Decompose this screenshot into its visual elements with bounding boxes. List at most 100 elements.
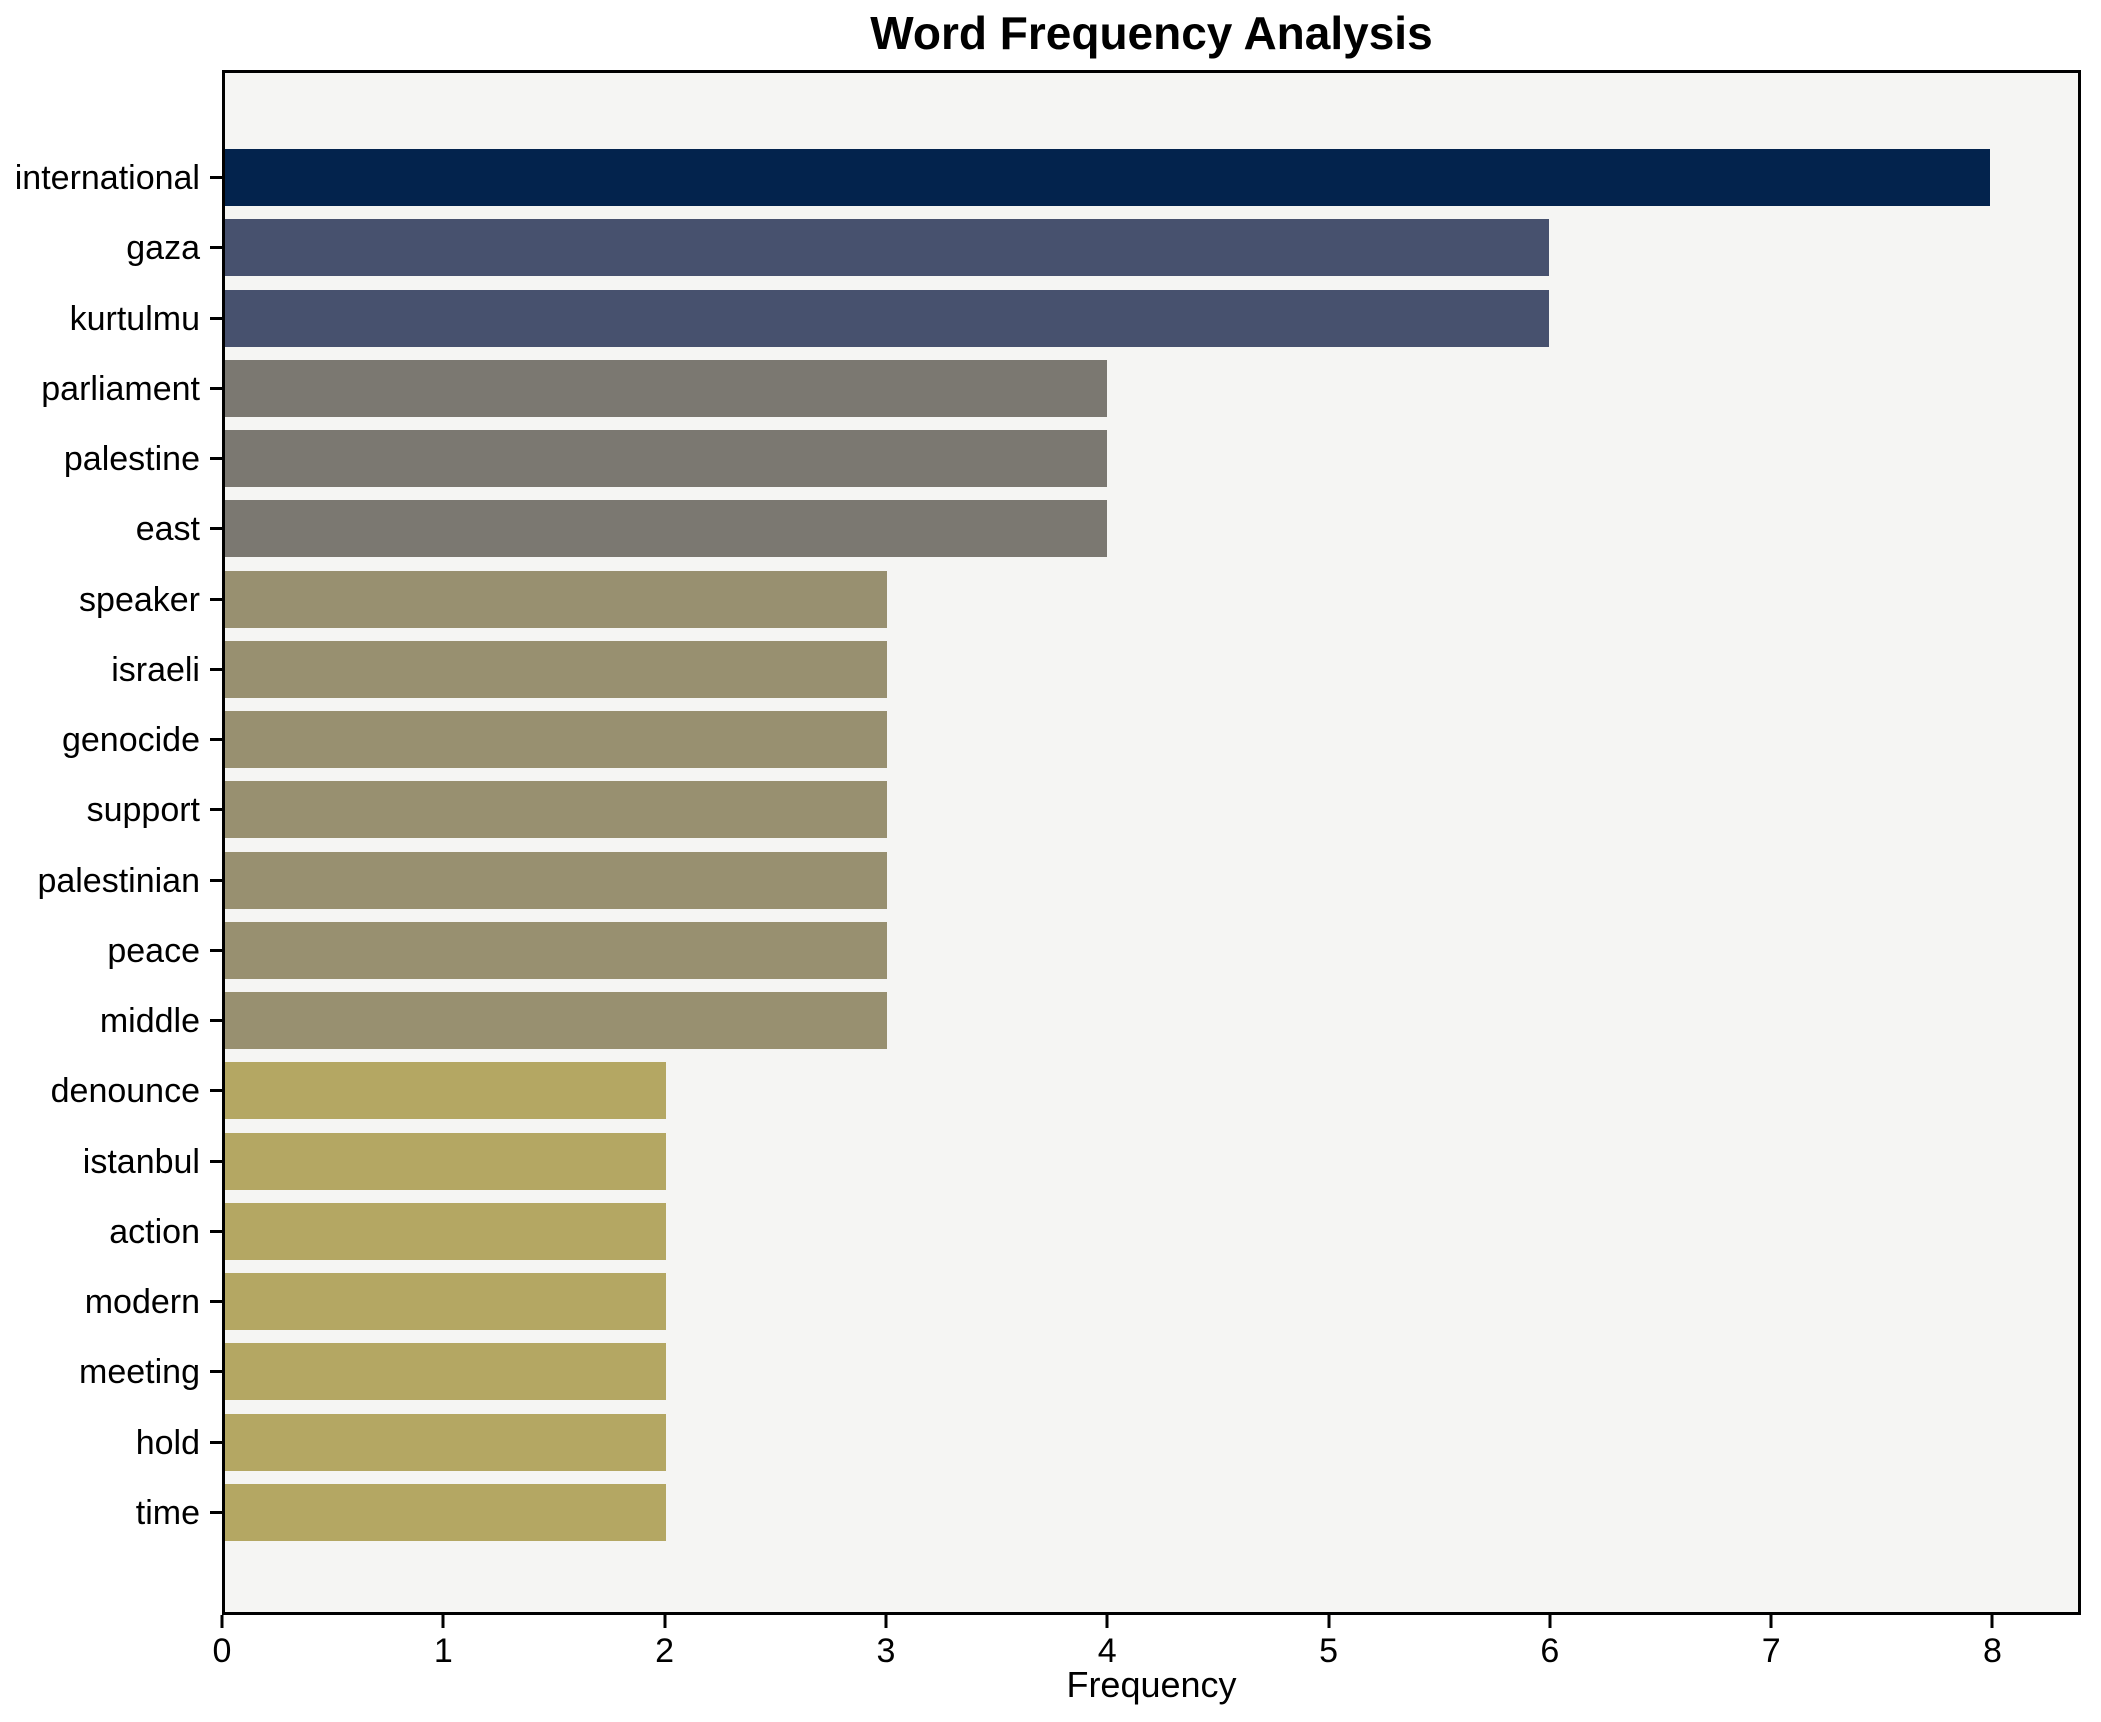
- bar: [225, 1483, 667, 1541]
- y-tick-mark: [210, 1089, 222, 1093]
- y-category-label: palestinian: [37, 861, 200, 900]
- x-tick-label: 2: [655, 1632, 675, 1670]
- y-tick-mark: [210, 948, 222, 952]
- y-category-label: meeting: [79, 1353, 200, 1392]
- y-category-label: denounce: [50, 1072, 200, 1111]
- bars-region: international gaza kurtulmu parliament pales…: [15, 143, 2078, 1548]
- bar: [225, 1413, 667, 1471]
- x-axis-label: Frequency: [1066, 1664, 1237, 1705]
- y-tick-mark: [210, 1019, 222, 1022]
- x-tick-mark: [220, 1615, 224, 1628]
- y-category-label: east: [135, 510, 200, 549]
- y-category-label: middle: [99, 1002, 200, 1040]
- x-tick-label: 7: [1761, 1632, 1781, 1670]
- y-category-label: hold: [135, 1423, 200, 1462]
- bar: [225, 1132, 667, 1190]
- y-category-label: israeli: [111, 650, 200, 689]
- bar: [225, 781, 887, 839]
- y-tick-mark: [210, 386, 222, 390]
- y-tick-mark: [210, 527, 222, 531]
- bar: [225, 1343, 667, 1401]
- x-tick-label: 0: [212, 1632, 232, 1670]
- y-category-label: parliament: [41, 369, 200, 408]
- bar: [225, 289, 1549, 347]
- y-tick-mark: [210, 1370, 222, 1374]
- bar-row: modern: [85, 1267, 2078, 1337]
- chart-title: Word Frequency Analysis: [870, 7, 1433, 59]
- y-category-label: time: [135, 1493, 200, 1532]
- x-tick-label: 1: [433, 1632, 453, 1670]
- x-tick-mark: [884, 1615, 888, 1628]
- bar-row: israeli: [111, 635, 2078, 705]
- plot-area: international gaza kurtulmu parliament pales…: [15, 70, 2081, 1615]
- bar: [225, 1273, 667, 1330]
- y-category-label: support: [86, 791, 200, 830]
- x-tick-label: 5: [1319, 1632, 1339, 1670]
- bar-row: parliament: [41, 354, 2078, 424]
- bar-row: kurtulmu: [70, 284, 2078, 354]
- y-tick-mark: [210, 1229, 222, 1233]
- y-category-label: gaza: [126, 229, 200, 268]
- bar-row: east: [136, 494, 2078, 564]
- bar-row: international: [15, 143, 2078, 213]
- x-tick-mark: [1548, 1615, 1552, 1628]
- y-tick-mark: [210, 597, 222, 601]
- x-tick-mark: [663, 1615, 667, 1628]
- bar-row: peace: [107, 916, 2078, 986]
- x-tick-mark: [441, 1615, 445, 1628]
- bar-row: support: [87, 775, 2078, 845]
- bar-row: middle: [100, 986, 2078, 1056]
- y-category-label: genocide: [61, 721, 200, 759]
- x-tick-mark: [1327, 1615, 1331, 1628]
- bar: [225, 219, 1549, 277]
- bar: [225, 851, 887, 909]
- x-tick-mark: [1105, 1615, 1109, 1628]
- y-category-label: istanbul: [82, 1142, 200, 1181]
- y-category-label: speaker: [79, 580, 200, 619]
- x-tick-label: 3: [876, 1632, 896, 1670]
- bar-row: palestinian: [37, 846, 2078, 916]
- bar: [225, 430, 1108, 487]
- bar-row: palestine: [64, 424, 2078, 494]
- y-category-label: modern: [84, 1283, 200, 1321]
- y-tick-mark: [210, 316, 222, 320]
- y-tick-mark: [210, 808, 222, 812]
- y-tick-mark: [210, 738, 222, 741]
- y-tick-mark: [210, 176, 222, 179]
- x-tick-mark: [1769, 1615, 1773, 1628]
- bar: [225, 1202, 667, 1260]
- bar: [225, 149, 1990, 206]
- y-tick-mark: [210, 1440, 222, 1444]
- bar-row: speaker: [79, 565, 2078, 635]
- bar-row: action: [109, 1197, 2078, 1267]
- y-category-label: palestine: [63, 440, 200, 478]
- x-tick-label: 4: [1097, 1632, 1117, 1670]
- bar-row: denounce: [51, 1056, 2078, 1126]
- bar-row: hold: [136, 1408, 2078, 1478]
- x-tick-label: 6: [1540, 1632, 1560, 1670]
- bar-row: gaza: [126, 213, 2078, 283]
- bar: [225, 570, 887, 628]
- y-tick-mark: [210, 457, 222, 460]
- y-category-label: international: [14, 159, 200, 197]
- bar: [225, 921, 887, 979]
- bar-row: istanbul: [83, 1127, 2078, 1197]
- bar-row: genocide: [62, 705, 2078, 775]
- y-category-label: peace: [107, 931, 200, 970]
- bar-row: meeting: [79, 1337, 2078, 1407]
- bar: [225, 500, 1108, 558]
- bar-row: time: [136, 1478, 2078, 1548]
- y-category-label: kurtulmu: [69, 299, 200, 338]
- y-tick-mark: [210, 878, 222, 882]
- bar: [225, 640, 887, 698]
- bar: [225, 359, 1108, 417]
- y-tick-mark: [210, 246, 222, 250]
- y-tick-mark: [210, 667, 222, 671]
- y-tick-mark: [210, 1510, 222, 1514]
- bar: [225, 711, 887, 768]
- bar: [225, 1062, 667, 1120]
- y-category-label: action: [109, 1212, 200, 1251]
- bar: [225, 992, 887, 1049]
- x-tick-mark: [1990, 1615, 1994, 1628]
